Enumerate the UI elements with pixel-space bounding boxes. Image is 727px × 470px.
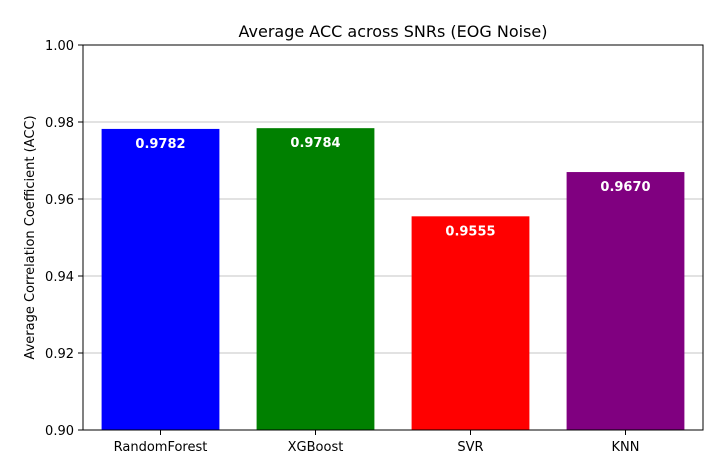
bar: [566, 172, 685, 431]
bar-value-labels: 0.9782 0.9784 0.9555 0.9670: [135, 136, 650, 239]
plot-frame: [82, 44, 704, 431]
y-ticks: 0.90 0.92 0.94 0.96 0.98 1.00: [45, 39, 83, 439]
y-tick-label: 0.94: [45, 270, 74, 285]
bar: [256, 128, 375, 430]
bar: [411, 216, 530, 430]
x-tick-label: RandomForest: [114, 440, 208, 455]
x-tick-label: SVR: [457, 440, 483, 455]
bars: [101, 128, 685, 431]
bar-value-label: 0.9670: [600, 180, 650, 195]
y-tick-label: 0.90: [45, 424, 74, 439]
x-tick-label: XGBoost: [288, 440, 344, 455]
x-ticks: RandomForest XGBoost SVR KNN: [114, 430, 640, 455]
bar: [101, 128, 220, 430]
y-tick-label: 0.98: [45, 116, 74, 131]
bar-value-label: 0.9784: [290, 136, 340, 151]
bar-value-label: 0.9555: [445, 224, 495, 239]
chart-title: Average ACC across SNRs (EOG Noise): [239, 22, 548, 41]
y-axis-label: Average Correlation Coefficient (ACC): [23, 115, 38, 359]
x-tick-label: KNN: [612, 440, 640, 455]
y-tick-label: 0.96: [45, 193, 74, 208]
bar-value-label: 0.9782: [135, 137, 185, 152]
y-tick-label: 1.00: [45, 39, 74, 54]
y-tick-label: 0.92: [45, 347, 74, 362]
